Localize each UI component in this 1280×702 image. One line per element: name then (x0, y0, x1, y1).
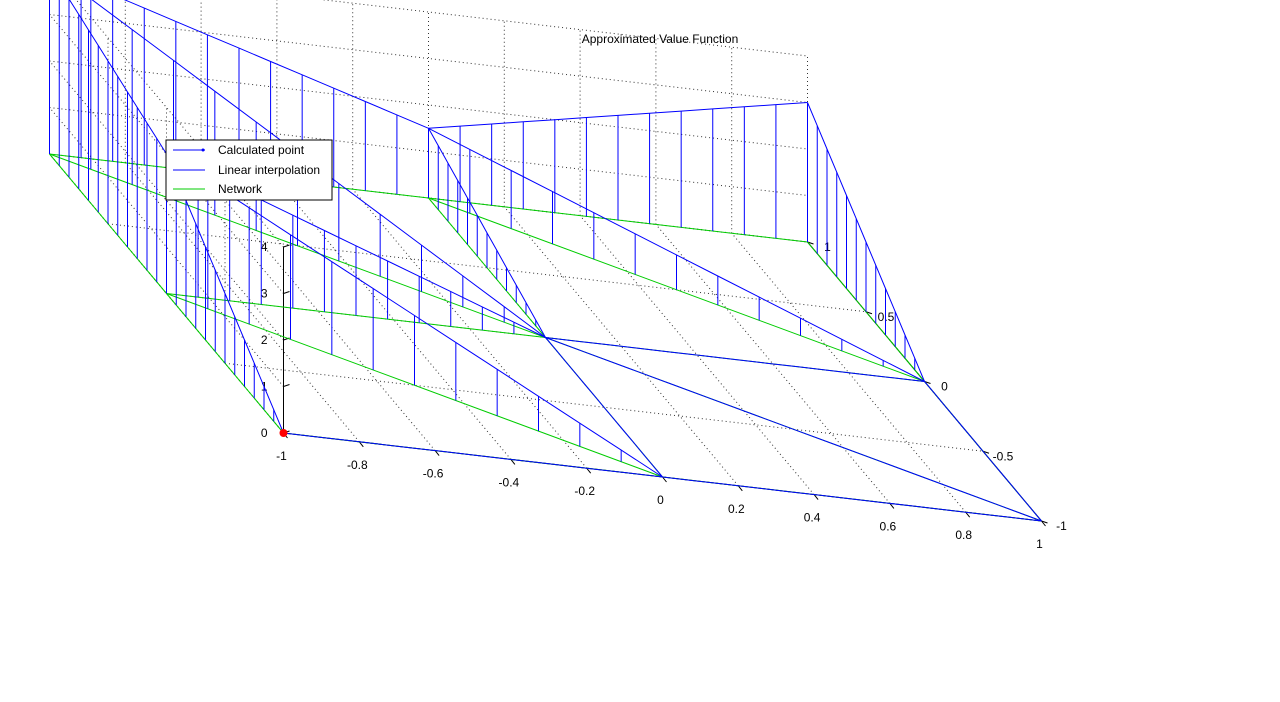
x-tick-label: 0.8 (955, 528, 972, 542)
grid-line (320, 0, 808, 57)
z-tick-label: 0 (261, 426, 268, 440)
legend: Calculated point Linear interpolation Ne… (165, 139, 333, 201)
x-tick-label: 0.6 (880, 519, 897, 533)
grid-line (655, 224, 891, 504)
x-tick-label: -0.4 (499, 475, 520, 489)
legend-label-linear-interpolation: Linear interpolation (218, 163, 320, 177)
linear-interpolation-line (283, 432, 663, 478)
x-tick-label: 0.4 (804, 511, 821, 525)
z-tick-label: 2 (261, 333, 268, 347)
linear-interpolation-line (69, 0, 167, 155)
grid-line (200, 171, 436, 451)
y-tick-mark (1041, 520, 1048, 524)
y-tick-mark (924, 381, 931, 384)
linear-interpolation-line (545, 337, 1042, 522)
x-tick-label: -0.6 (423, 467, 444, 481)
calculated-points (279, 429, 288, 437)
grid (49, 0, 1042, 522)
x-tick-mark (358, 441, 364, 448)
y-tick-mark (982, 450, 990, 454)
linear-interpolation-line (807, 102, 925, 382)
linear-interpolation-line (924, 381, 1042, 522)
x-tick-mark (965, 511, 971, 518)
x-tick-mark (586, 467, 592, 474)
x-tick-label: 0.2 (728, 502, 745, 516)
linear-interpolation-line (428, 128, 546, 338)
linear-interpolation-line (123, 0, 429, 129)
linear-interpolation-line (545, 337, 925, 382)
linear-interpolation-line (428, 102, 808, 129)
linear-interpolation-line (428, 127, 925, 382)
linear-interpolation-line (662, 476, 1042, 522)
x-tick-mark (434, 450, 440, 456)
z-tick-mark (283, 244, 290, 248)
z-tick-mark (283, 291, 290, 294)
grid-line (124, 162, 360, 443)
y-tick-label: 1 (824, 240, 831, 254)
linear-interpolation-lines (69, 0, 1042, 522)
x-tick-mark (510, 459, 516, 465)
grid-line (731, 232, 967, 513)
tick-labels: -1 -0.8 -0.6 -0.4 -0.2 0 0.2 0.4 0.6 0.8 1 -1 -0.5 0 0… (261, 240, 1067, 551)
x-tick-label: -1 (276, 449, 287, 463)
calculated-point (279, 429, 288, 437)
legend-label-calculated-point: Calculated point (218, 143, 305, 157)
linear-interpolation-line (545, 337, 663, 478)
grid-line (503, 206, 739, 487)
grid-line (49, 14, 284, 294)
chart-title: Approximated Value Function (582, 32, 739, 46)
z-tick-mark (283, 384, 290, 387)
z-tick-label: 4 (261, 240, 268, 254)
axes (283, 241, 1048, 527)
y-tick-label: 0 (941, 380, 948, 394)
grid-line (49, 60, 284, 341)
y-tick-label: -1 (1056, 519, 1067, 533)
y-tick-label: -0.5 (993, 449, 1014, 463)
grid-line (352, 188, 588, 469)
x-tick-mark (813, 494, 819, 500)
x-tick-mark (889, 503, 895, 509)
interpolation-stems (49, 0, 916, 462)
x-tick-mark (662, 476, 667, 483)
legend-marker-calculated-point (201, 148, 205, 152)
y-tick-label: 0.5 (878, 310, 895, 324)
x-tick-label: -0.8 (347, 458, 368, 472)
x-tick-label: 0 (657, 493, 664, 507)
legend-label-network: Network (218, 182, 263, 196)
linear-interpolation-line (166, 153, 663, 478)
x-tick-label: 1 (1036, 537, 1043, 551)
y-tick-mark (807, 241, 814, 245)
z-tick-label: 3 (261, 287, 268, 301)
x-tick-label: -0.2 (574, 484, 595, 498)
y-tick-mark (865, 311, 873, 315)
x-tick-mark (737, 485, 743, 492)
grid-line (579, 215, 815, 495)
x-tick-mark (1041, 520, 1046, 527)
grid-line (276, 180, 512, 460)
